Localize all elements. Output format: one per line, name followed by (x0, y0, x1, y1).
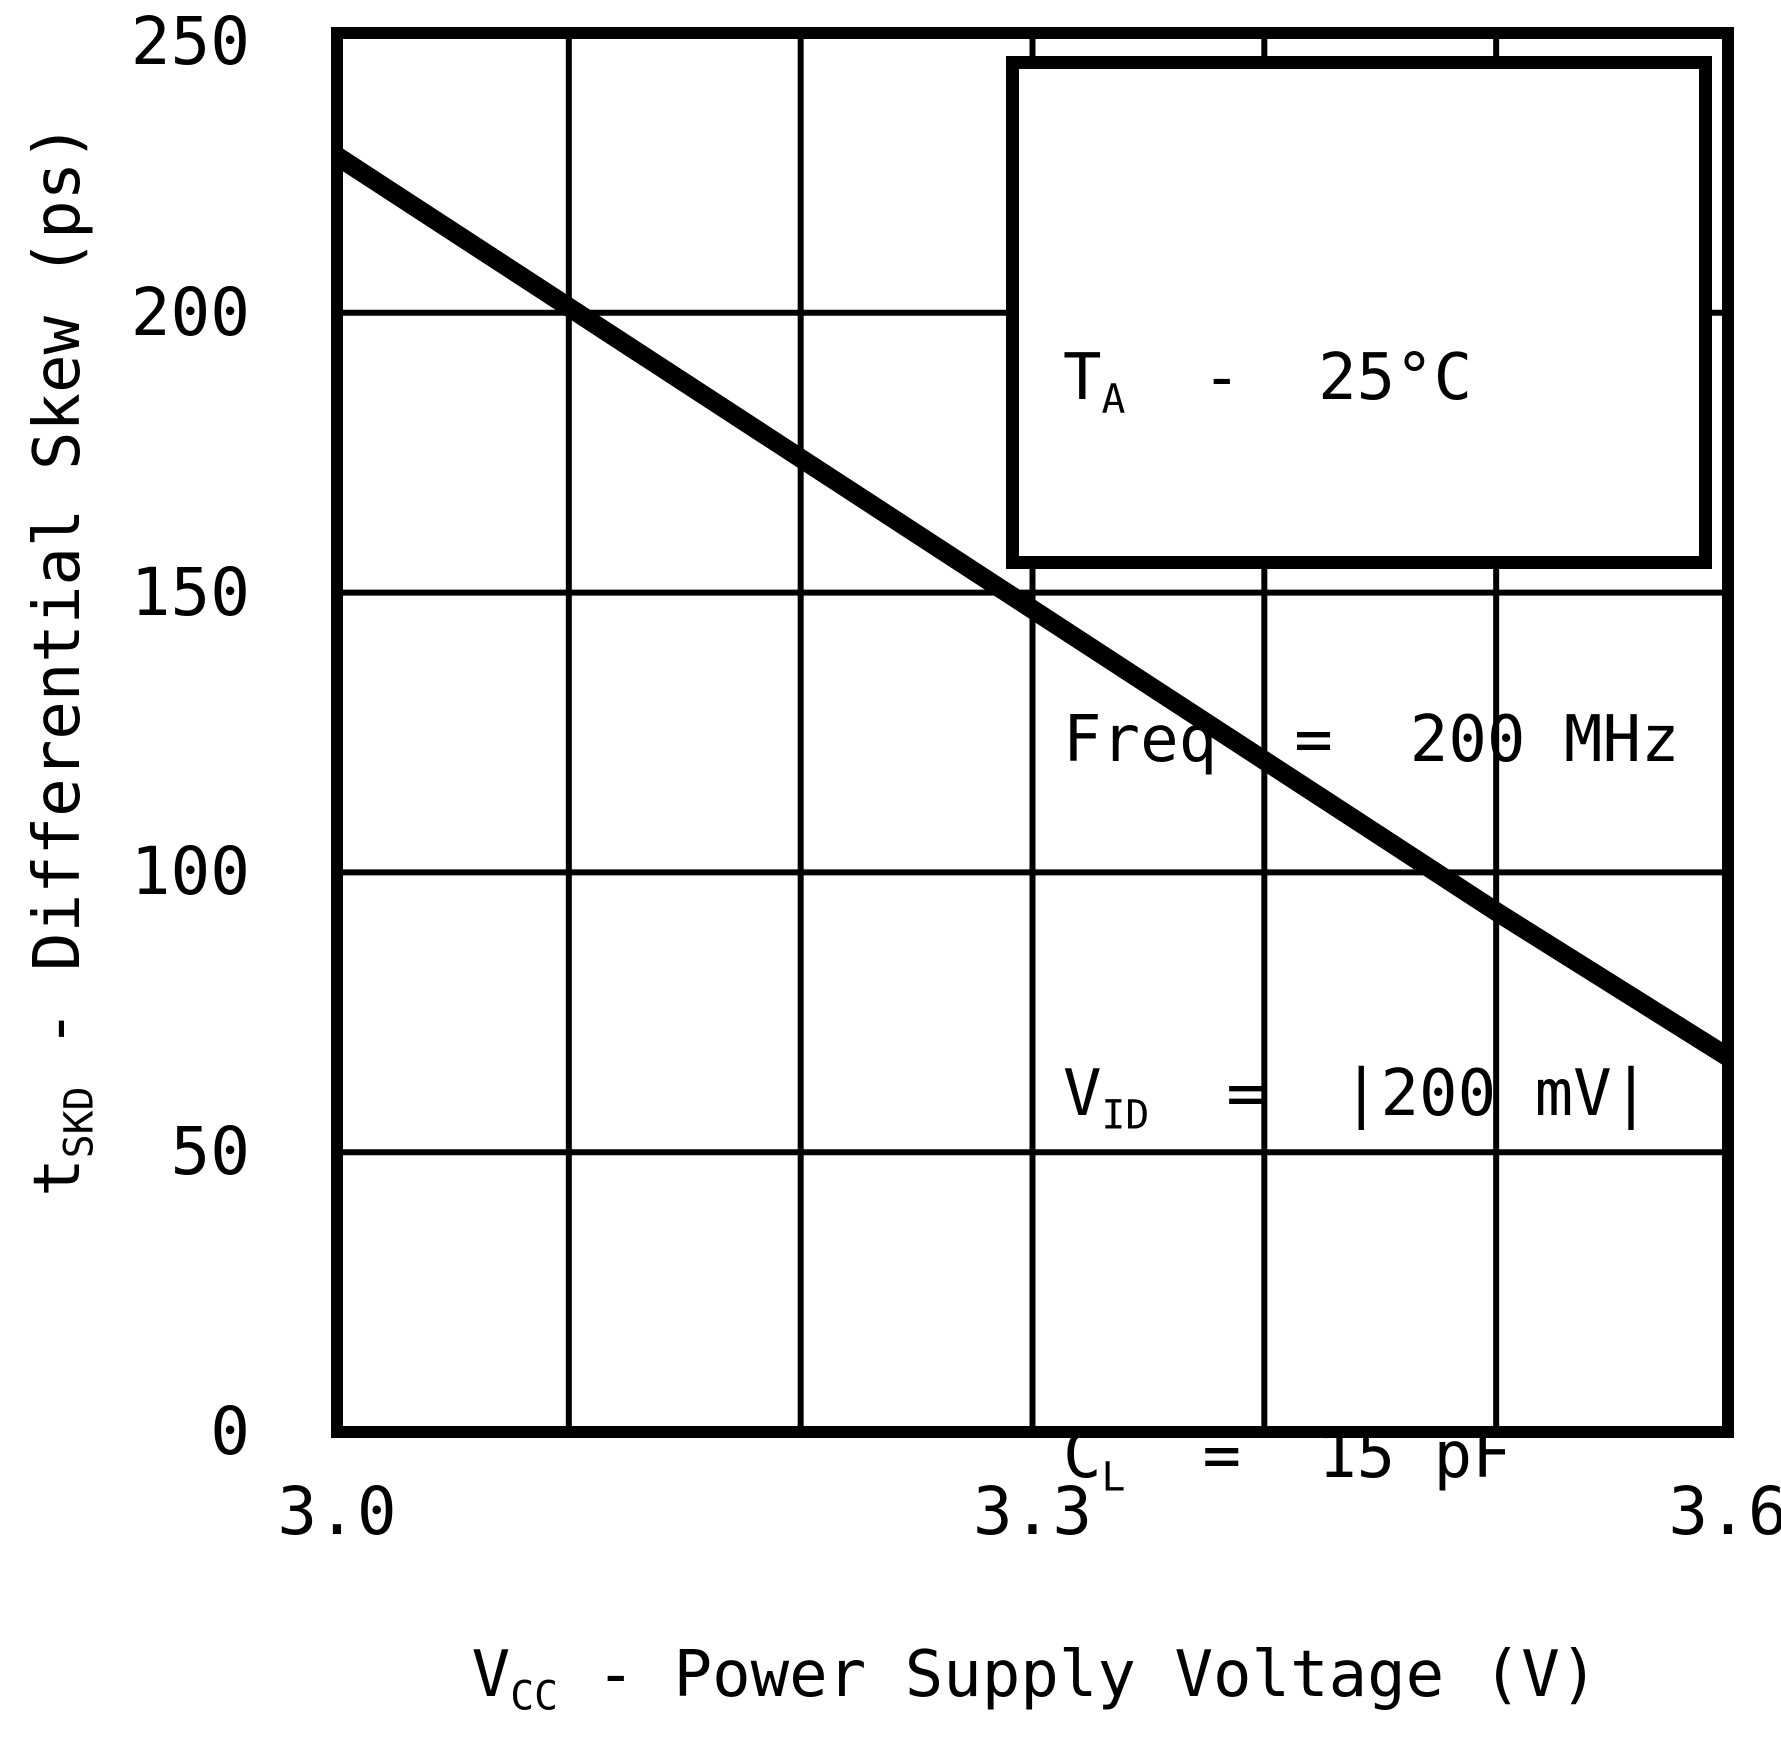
y-title-subscript: SKD (56, 1086, 103, 1159)
legend-vid-value: = |200 mV| (1149, 1057, 1651, 1131)
x-axis-title: VCC - Power Supply Voltage (V) (335, 1630, 1735, 1720)
legend-line-ta: TA - 25°C (1063, 319, 1699, 445)
legend-line-freq: Freq = 200 MHz (1063, 681, 1699, 799)
y-tick-label: 0 (210, 1393, 250, 1470)
legend-box: TA - 25°C Freq = 200 MHz VID = |200 mV| … (1006, 56, 1712, 1500)
y-tick-label: 150 (130, 553, 250, 631)
legend-cl-subscript: L (1101, 1454, 1126, 1501)
y-tick-label: 200 (130, 273, 250, 351)
y-tick-label: 50 (170, 1113, 250, 1191)
legend-line-cl: CL = 15 pF (1063, 1397, 1699, 1523)
y-tick-label: 100 (130, 833, 250, 911)
y-tick-label: 250 (130, 3, 250, 80)
y-axis-title: tSKD - Differential Skew (ps) (13, 60, 103, 1260)
legend-vid-symbol: V (1063, 1057, 1102, 1131)
legend-vid-subscript: ID (1101, 1092, 1150, 1139)
x-title-subscript: CC (510, 1673, 558, 1720)
data-line (331, 148, 1734, 1066)
legend-ta-symbol: T (1063, 341, 1102, 415)
legend-cl-value: = 15 pF (1125, 1419, 1511, 1493)
x-title-symbol: V (471, 1638, 511, 1712)
legend-cl-symbol: C (1063, 1419, 1102, 1493)
legend-ta-subscript: A (1101, 376, 1126, 423)
legend-freq-value: = 200 MHz (1217, 703, 1680, 777)
x-tick-label: 3.6 (1668, 1473, 1781, 1550)
y-title-symbol: t (21, 1158, 95, 1197)
x-tick-label: 3.0 (277, 1473, 397, 1550)
x-title-text: - Power Supply Voltage (V) (557, 1638, 1599, 1712)
y-title-text: - Differential Skew (ps) (21, 123, 95, 1087)
plot-border (331, 27, 1734, 1438)
legend-ta-value: - 25°C (1125, 341, 1473, 415)
legend-line-vid: VID = |200 mV| (1063, 1035, 1699, 1161)
legend-freq-symbol: Freq (1063, 703, 1218, 777)
x-tick-label: 3.3 (972, 1473, 1093, 1550)
